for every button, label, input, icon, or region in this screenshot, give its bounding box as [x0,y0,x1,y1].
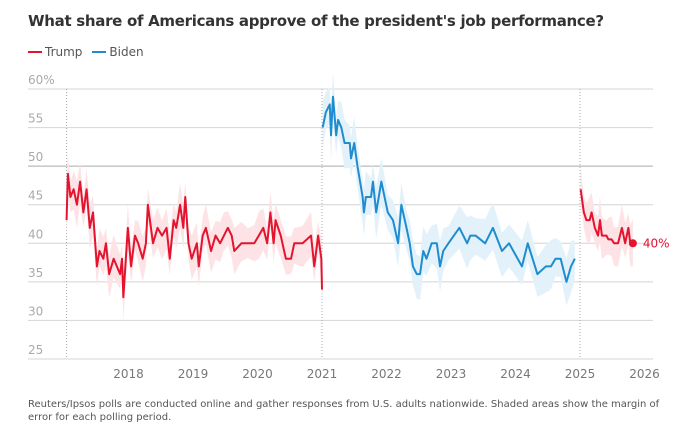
latest-value-label: 40% [643,236,670,250]
x-tick-label: 2020 [242,367,273,381]
series-line-trump [579,189,633,245]
legend-item-biden: Biden [92,45,144,59]
y-tick-label: 60% [28,73,55,87]
y-tick-label: 35 [28,266,43,280]
footnote: Reuters/Ipsos polls are conducted online… [28,399,660,423]
x-tick-label: 2022 [371,367,402,381]
y-tick-label: 45 [28,189,43,203]
legend-swatch-trump [28,51,42,53]
legend-label-biden: Biden [109,45,144,59]
x-tick-label: 2025 [565,367,596,381]
legend-item-trump: Trump [28,45,82,59]
y-tick-label: 55 [28,112,43,126]
x-tick-label: 2026 [629,367,660,381]
y-tick-label: 40 [28,227,43,241]
y-tick-label: 25 [28,343,43,357]
latest-value-dot [628,239,637,248]
x-tick-label: 2024 [500,367,531,381]
legend-label-trump: Trump [45,45,83,59]
margin-of-error-band-trump [580,166,633,267]
series-line-trump [65,172,323,299]
y-tick-label: 50 [28,150,43,164]
series-line-biden [321,95,576,283]
chart-title: What share of Americans approve of the p… [28,12,604,30]
legend: Trump Biden [28,45,144,59]
x-tick-label: 2021 [307,367,338,381]
y-tick-label: 30 [28,304,43,318]
margin-of-error-band-trump [66,152,322,321]
x-tick-label: 2018 [113,367,144,381]
x-tick-label: 2019 [178,367,209,381]
legend-swatch-biden [92,51,107,53]
x-tick-label: 2023 [436,367,467,381]
